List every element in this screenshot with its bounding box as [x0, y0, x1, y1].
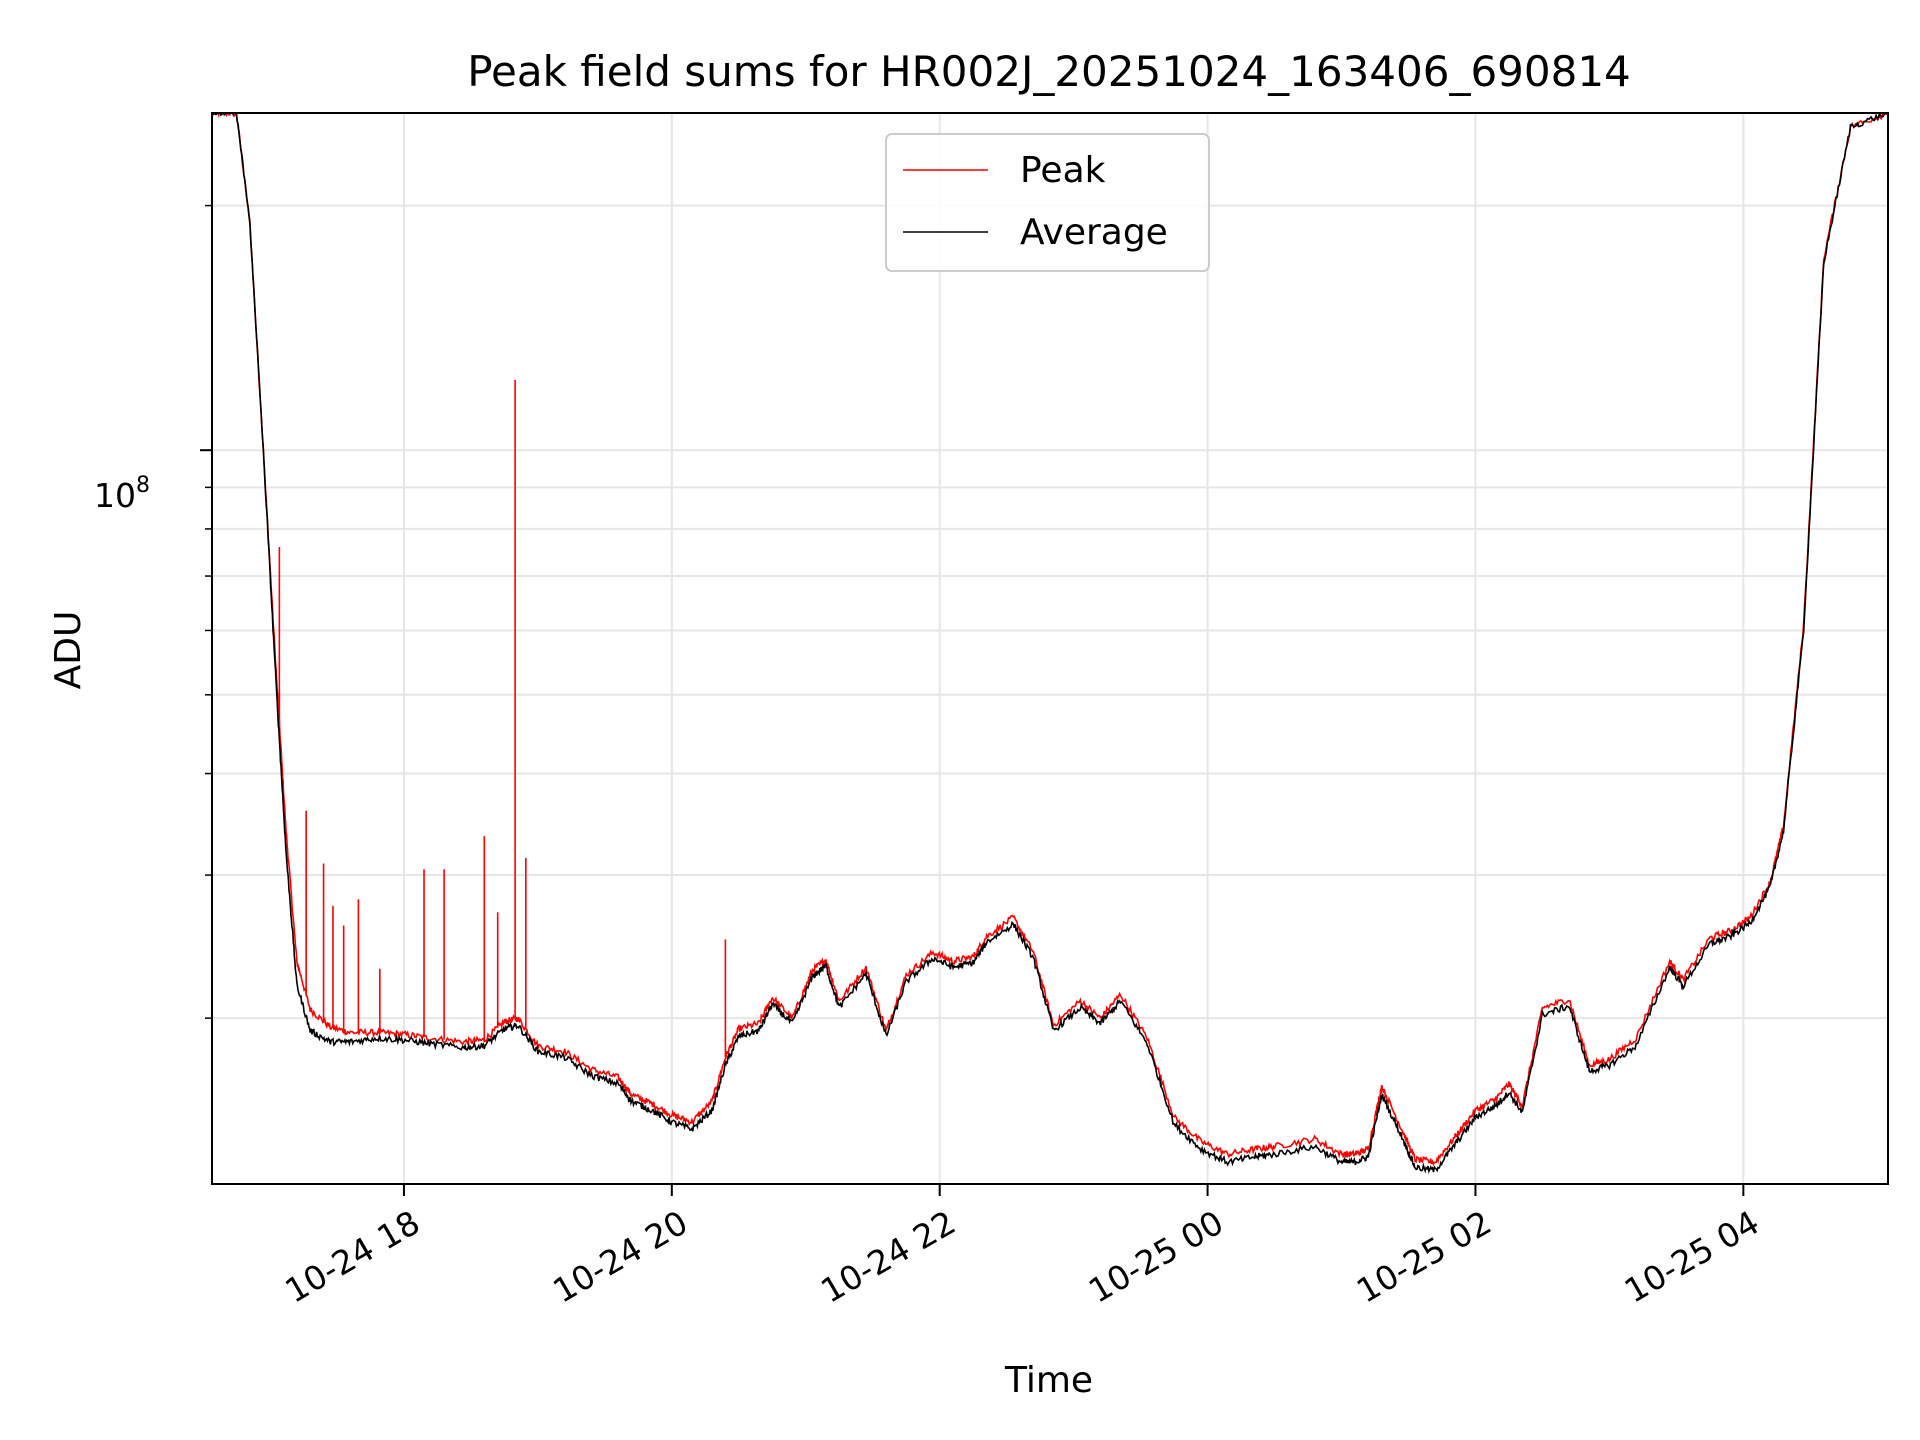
y-tick-base: 10 [94, 476, 136, 515]
chart-title: Peak field sums for HR002J_20251024_1634… [467, 47, 1631, 96]
series-line-average [212, 113, 1888, 1174]
legend: Peak Average [885, 133, 1210, 272]
y-axis-ticks [200, 204, 212, 1019]
y-tick-exponent: 8 [136, 473, 150, 498]
plot-frame [211, 112, 1889, 1185]
plot-lines [212, 113, 1888, 1174]
legend-box [885, 133, 1210, 272]
y-axis-label: ADU [48, 611, 89, 690]
series-line-peak [212, 113, 1888, 1167]
grid-lines [212, 113, 1888, 1184]
legend-label-average: Average [1020, 212, 1168, 253]
legend-label-peak: Peak [1020, 150, 1106, 191]
y-tick-label-major: 108 [94, 473, 150, 515]
x-axis-label: Time [1004, 1360, 1093, 1401]
